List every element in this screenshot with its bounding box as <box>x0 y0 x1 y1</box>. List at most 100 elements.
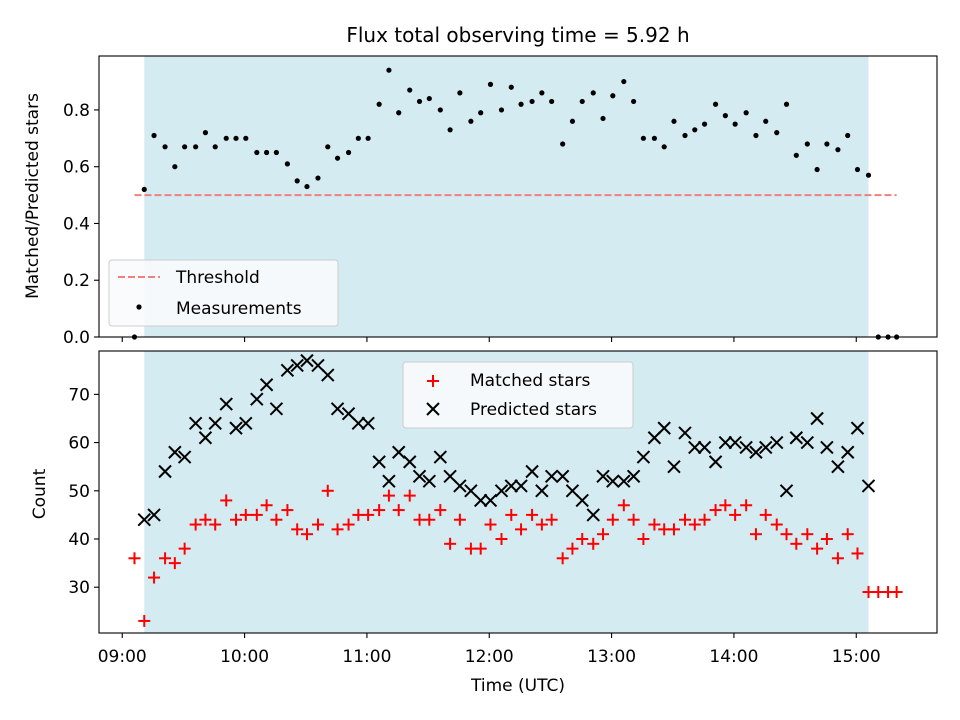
bottom-panel: 30 40 50 60 70 09:00 10:00 11:00 12:00 13:00 14:0… <box>30 350 938 696</box>
x-axis-label: Time (UTC) <box>470 676 565 696</box>
measurement-point <box>254 149 260 156</box>
measurement-point <box>151 132 157 139</box>
predicted-stars-point <box>749 445 763 459</box>
legend-threshold-label: Threshold <box>175 268 260 288</box>
predicted-stars-point <box>177 450 192 464</box>
matched-stars-point <box>719 499 732 512</box>
matched-stars-point <box>617 499 630 512</box>
measurement-point <box>478 110 484 116</box>
matched-stars-point <box>453 513 466 526</box>
x-tick-label: 11:00 <box>342 647 391 667</box>
predicted-stars-point <box>770 435 784 450</box>
matched-stars-point <box>606 513 619 526</box>
matched-stars-point <box>556 552 569 565</box>
predicted-stars-point <box>330 402 345 416</box>
measurement-point <box>508 84 514 90</box>
measurement-point <box>865 172 872 178</box>
matched-stars-point <box>678 513 691 526</box>
measurement-point <box>732 121 738 127</box>
measurement-point <box>294 178 300 184</box>
predicted-stars-point <box>382 474 396 488</box>
matched-stars-point <box>321 484 334 497</box>
measurement-point <box>529 98 535 105</box>
predicted-stars-point <box>850 421 865 435</box>
predicted-stars-point <box>544 469 559 484</box>
matched-stars-point <box>239 508 252 521</box>
predicted-stars-point <box>586 508 600 522</box>
matched-stars-point <box>382 489 395 502</box>
matched-stars-point <box>627 513 640 526</box>
predicted-stars-point <box>372 455 386 469</box>
measurement-point <box>233 135 239 141</box>
measurement-point <box>162 144 168 150</box>
measurement-point <box>682 132 688 139</box>
predicted-stars-point <box>759 440 773 455</box>
measurement-point <box>304 183 310 190</box>
matched-stars-point <box>260 499 273 512</box>
top-legend-box <box>108 259 339 327</box>
matched-stars-point <box>637 533 650 545</box>
bottom-y-tick-label: 30 <box>68 578 90 598</box>
matched-stars-point <box>820 533 833 545</box>
measurement-point <box>854 166 861 173</box>
measurement-point <box>783 101 790 107</box>
predicted-stars-point <box>861 479 876 493</box>
bottom-y-tick-label: 70 <box>68 385 90 405</box>
measurement-point <box>202 130 209 136</box>
matched-stars-point <box>342 518 355 531</box>
measurement-point <box>457 90 463 96</box>
predicted-stars-point <box>789 431 804 445</box>
predicted-stars-point <box>728 435 742 450</box>
x-tick-label: 12:00 <box>465 647 514 667</box>
matched-stars-point <box>362 508 375 521</box>
bottom-y-tick-label: 60 <box>68 434 90 454</box>
predicted-stars-point <box>321 368 335 382</box>
measurement-point <box>396 110 402 116</box>
measurement-point <box>468 118 474 124</box>
matched-stars-point <box>688 518 701 531</box>
legend-matched-stars-label: Matched stars <box>470 371 590 391</box>
matched-stars-point <box>535 518 548 531</box>
measurement-point <box>141 186 147 193</box>
predicted-stars-point <box>606 474 620 488</box>
predicted-stars-point <box>239 416 253 431</box>
matched-stars-point <box>709 504 722 517</box>
predicted-stars-point <box>535 484 549 498</box>
measurement-point <box>661 144 667 150</box>
matched-stars-point <box>698 513 711 526</box>
predicted-stars-point <box>412 469 427 484</box>
predicted-stars-point <box>453 479 467 493</box>
predicted-stars-point <box>820 440 834 455</box>
matched-stars-point <box>740 499 753 512</box>
measurement-point <box>640 135 646 141</box>
matched-stars-point <box>270 513 283 526</box>
matched-stars-point <box>148 571 161 584</box>
measurement-point <box>172 164 178 170</box>
predicted-stars-point <box>351 416 366 431</box>
measurement-point <box>824 141 830 147</box>
x-tick-label: 10:00 <box>220 647 269 667</box>
predicted-stars-point <box>800 435 815 450</box>
measurement-point <box>590 90 596 96</box>
predicted-stars-point <box>208 416 222 431</box>
predicted-stars-point <box>147 508 161 522</box>
measurement-point <box>692 127 698 133</box>
matched-stars-point <box>526 508 539 521</box>
bottom-y-tick-label: 40 <box>68 530 90 550</box>
matched-stars-point <box>851 547 864 560</box>
measurement-point <box>223 135 229 141</box>
predicted-stars-point <box>840 445 855 459</box>
predicted-stars-point <box>708 455 723 469</box>
measurement-point <box>182 144 188 150</box>
predicted-stars-point <box>483 493 498 508</box>
predicted-stars-point <box>667 459 681 474</box>
predicted-stars-point <box>555 469 570 484</box>
predicted-stars-point <box>158 464 172 479</box>
predicted-stars-point <box>198 431 213 445</box>
predicted-stars-point <box>188 416 203 431</box>
measurement-point <box>539 90 545 96</box>
matched-stars-point <box>474 542 487 555</box>
predicted-stars-point <box>831 459 845 474</box>
predicted-stars-point <box>229 421 243 435</box>
matched-stars-point <box>587 537 600 550</box>
